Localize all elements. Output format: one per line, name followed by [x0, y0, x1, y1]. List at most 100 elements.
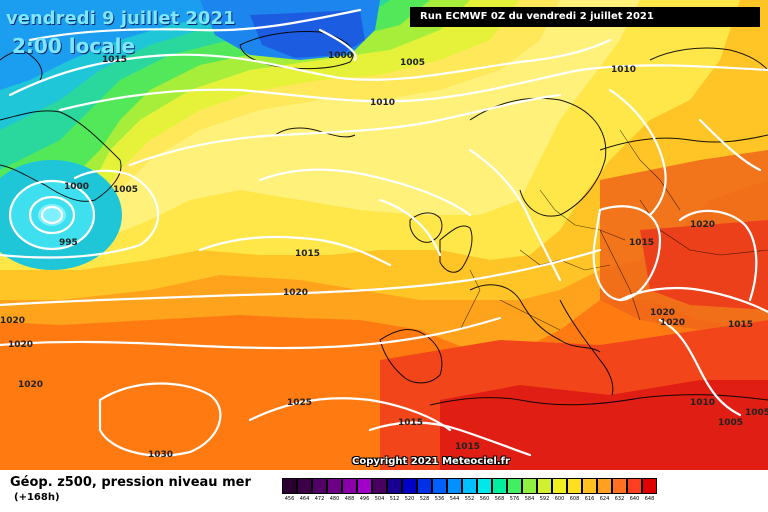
scale-value: 520 — [404, 496, 415, 502]
isobar-label: 1030 — [148, 450, 174, 460]
scale-step: 528 — [417, 478, 432, 506]
scale-step: 608 — [567, 478, 582, 506]
scale-value: 592 — [539, 496, 550, 502]
color-scale: 456 464 472 480 488 496 504 512 520 528 536 544 552 5… — [282, 478, 657, 506]
scale-step: 512 — [387, 478, 402, 506]
copyright-text: Copyright 2021 Meteociel.fr — [352, 456, 510, 467]
scale-swatch — [387, 478, 402, 494]
scale-value: 616 — [584, 496, 595, 502]
scale-step: 592 — [537, 478, 552, 506]
isobar-label: 1015 — [455, 442, 481, 452]
scale-step: 552 — [462, 478, 477, 506]
scale-step: 480 — [327, 478, 342, 506]
isobar-label: 1000 — [64, 182, 90, 192]
scale-swatch — [357, 478, 372, 494]
scale-step: 520 — [402, 478, 417, 506]
scale-step: 488 — [342, 478, 357, 506]
scale-step: 640 — [627, 478, 642, 506]
run-info: Run ECMWF 0Z du vendredi 2 juillet 2021 — [410, 7, 760, 27]
scale-step: 632 — [612, 478, 627, 506]
scale-swatch — [492, 478, 507, 494]
scale-value: 568 — [494, 496, 505, 502]
isobar-label: 1010 — [370, 98, 396, 108]
scale-value: 512 — [389, 496, 400, 502]
scale-value: 472 — [314, 496, 325, 502]
scale-swatch — [627, 478, 642, 494]
scale-value: 608 — [569, 496, 580, 502]
scale-value: 480 — [329, 496, 340, 502]
scale-swatch — [642, 478, 657, 494]
isobar-label: 1020 — [690, 220, 716, 230]
scale-step: 496 — [357, 478, 372, 506]
forecast-date: vendredi 9 juillet 2021 — [6, 8, 236, 29]
scale-value: 464 — [299, 496, 310, 502]
scale-swatch — [327, 478, 342, 494]
scale-value: 536 — [434, 496, 445, 502]
scale-swatch — [402, 478, 417, 494]
scale-step: 544 — [447, 478, 462, 506]
isobar-label: 1015 — [102, 55, 128, 65]
isobar-label: 1000 — [328, 51, 354, 61]
isobar-label: 1020 — [0, 316, 26, 326]
z500-field — [0, 0, 768, 470]
scale-value: 456 — [284, 496, 295, 502]
scale-step: 464 — [297, 478, 312, 506]
map-panel: vendredi 9 juillet 2021 2:00 locale Run … — [0, 0, 768, 470]
isobar-label: 1010 — [690, 398, 716, 408]
scale-swatch — [282, 478, 297, 494]
forecast-time: 2:00 locale — [12, 34, 136, 58]
scale-step: 584 — [522, 478, 537, 506]
scale-step: 536 — [432, 478, 447, 506]
scale-swatch — [417, 478, 432, 494]
scale-swatch — [372, 478, 387, 494]
scale-step: 456 — [282, 478, 297, 506]
scale-value: 576 — [509, 496, 520, 502]
scale-step: 648 — [642, 478, 657, 506]
scale-value: 648 — [644, 496, 655, 502]
scale-step: 472 — [312, 478, 327, 506]
isobar-label: 1010 — [611, 65, 637, 75]
scale-step: 560 — [477, 478, 492, 506]
scale-swatch — [432, 478, 447, 494]
isobar-label: 1005 — [113, 185, 139, 195]
scale-step: 568 — [492, 478, 507, 506]
scale-swatch — [312, 478, 327, 494]
isobar-label: 1020 — [283, 288, 309, 298]
scale-value: 632 — [614, 496, 625, 502]
scale-value: 488 — [344, 496, 355, 502]
scale-swatch — [297, 478, 312, 494]
isobar-label: 1015 — [295, 249, 321, 259]
scale-swatch — [597, 478, 612, 494]
scale-swatch — [477, 478, 492, 494]
scale-step: 504 — [372, 478, 387, 506]
isobar-label: 1020 — [650, 308, 676, 318]
scale-value: 496 — [359, 496, 370, 502]
isobar-label: 1005 — [400, 58, 426, 68]
scale-swatch — [612, 478, 627, 494]
variable-title: Géop. z500, pression niveau mer — [10, 475, 251, 490]
isobar-label: 1020 — [8, 340, 34, 350]
isobar-label: 1005 — [745, 408, 768, 418]
scale-value: 528 — [419, 496, 430, 502]
isobar-label: 1015 — [629, 238, 655, 248]
scale-value: 552 — [464, 496, 475, 502]
scale-swatch — [522, 478, 537, 494]
scale-swatch — [582, 478, 597, 494]
scale-swatch — [342, 478, 357, 494]
scale-swatch — [537, 478, 552, 494]
scale-value: 600 — [554, 496, 565, 502]
scale-value: 640 — [629, 496, 640, 502]
scale-swatch — [447, 478, 462, 494]
scale-value: 504 — [374, 496, 385, 502]
scale-swatch — [552, 478, 567, 494]
scale-step: 616 — [582, 478, 597, 506]
isobar-label: 995 — [59, 238, 78, 248]
scale-step: 576 — [507, 478, 522, 506]
legend-bar: Géop. z500, pression niveau mer (+168h) … — [0, 470, 768, 512]
isobar-label: 1020 — [660, 318, 686, 328]
scale-value: 584 — [524, 496, 535, 502]
scale-step: 624 — [597, 478, 612, 506]
isobar-label: 1015 — [728, 320, 754, 330]
lead-time: (+168h) — [14, 492, 60, 503]
